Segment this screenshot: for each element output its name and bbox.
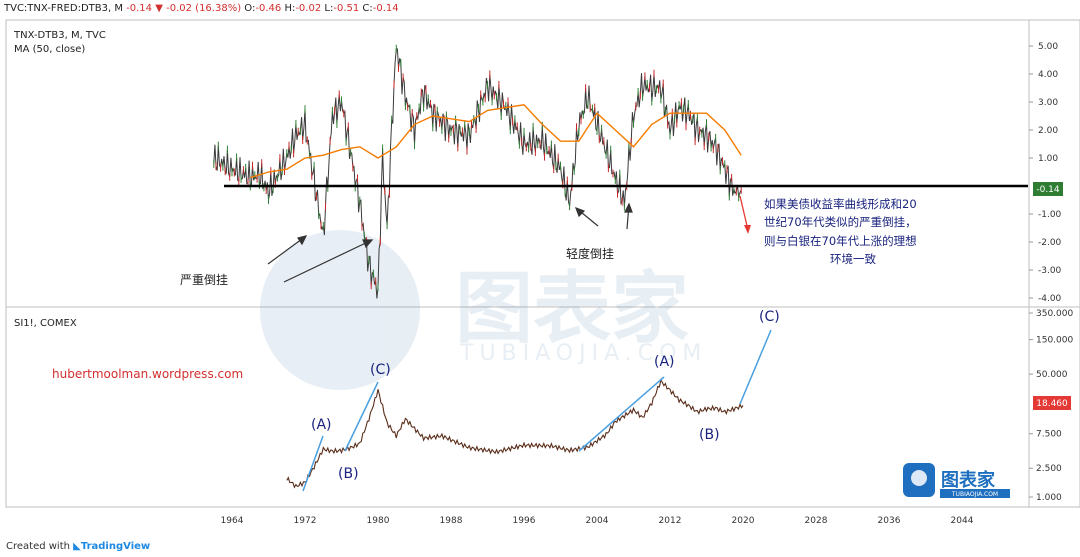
footer-brand[interactable]: TradingView <box>80 541 151 552</box>
bottom-y-tick-label: 7.500 <box>1036 430 1062 440</box>
bottom-chart-title: SI1!, COMEX <box>14 318 77 329</box>
severe-inversion-arrows <box>267 235 374 283</box>
corner-logo-sub: TUBIAOJIA.COM <box>951 491 998 498</box>
wave-label-c2: (C) <box>759 309 780 325</box>
top-last-value-label: -0.14 <box>1036 185 1060 195</box>
mild-inversion-arrows <box>574 202 633 230</box>
chart-header: TVC:TNX-FRED:DTB3, M -0.14 ▼ -0.02 (16.3… <box>0 0 1080 18</box>
x-tick-label: 1988 <box>440 516 463 526</box>
wave-label-b2: (B) <box>699 427 720 443</box>
watermark-sub: TUBIAOJIA.COM <box>459 341 707 366</box>
note-line-2: 世纪70年代类似的严重倒挂， <box>764 215 917 229</box>
x-tick-label: 2028 <box>805 516 828 526</box>
mild-inversion-label: 轻度倒挂 <box>566 246 614 261</box>
bottom-y-tick-label: 150.000 <box>1036 336 1073 346</box>
wave-label-c1: (C) <box>370 362 391 378</box>
top-y-tick-label: 1.00 <box>1038 154 1058 164</box>
x-tick-label: 1996 <box>513 516 536 526</box>
open-value: -0.46 <box>255 3 282 14</box>
source-label: hubertmoolman.wordpress.com <box>52 367 243 381</box>
wave-line-a2 <box>578 376 665 452</box>
top-y-tick-label: -4.00 <box>1038 294 1062 304</box>
x-tick-label: 2004 <box>586 516 609 526</box>
bottom-price-series <box>286 378 744 489</box>
top-ma-series <box>250 104 742 179</box>
top-panel-frame <box>5 19 1030 308</box>
top-chart-title: TNX-DTB3, M, TVC <box>13 30 106 41</box>
top-y-tick-label: 5.00 <box>1038 42 1058 52</box>
high-label: H: <box>284 3 296 14</box>
wave-labels: (A) (B) (C) (A) (B) (C) <box>311 309 780 482</box>
close-value: -0.14 <box>372 3 399 14</box>
bottom-last-value-label: 18.460 <box>1036 399 1068 409</box>
ma-line <box>250 104 742 179</box>
x-tick-label: 2020 <box>732 516 755 526</box>
x-tick-label: 1972 <box>294 516 317 526</box>
silver-price-line <box>286 378 744 489</box>
x-tick-label: 2036 <box>878 516 901 526</box>
change-detail: -0.02 (16.38%) <box>166 3 242 14</box>
wave-lines <box>302 329 772 492</box>
top-y-tick-label: 3.00 <box>1038 98 1058 108</box>
watermark: 图表家 TUBIAOJIA.COM <box>260 230 707 390</box>
watermark-text: 图表家 <box>455 264 689 354</box>
projection-arrow <box>739 195 751 234</box>
top-y-ticks: 5.00 4.00 3.00 2.00 1.00 -1.00 -2.00 -3.00 -4.00 <box>1029 42 1062 304</box>
x-tick-label: 1964 <box>221 516 244 526</box>
footer-created-with: Created with <box>6 541 70 552</box>
top-price-line <box>213 48 742 299</box>
wave-label-a1: (A) <box>311 417 332 433</box>
note-line-3: 则与白银在70年代上涨的理想 <box>764 234 917 248</box>
close-label: C: <box>362 3 373 14</box>
bottom-y-tick-label: 1.000 <box>1036 493 1062 503</box>
bottom-y-tick-label: 350.000 <box>1036 309 1073 319</box>
top-y-tick-label: 2.00 <box>1038 126 1058 136</box>
symbol-label: TVC:TNX-FRED:DTB3, M <box>4 3 123 14</box>
bottom-y-tick-label: 2.500 <box>1036 464 1062 474</box>
low-label: L: <box>324 3 334 14</box>
top-last-value-tag <box>1033 182 1063 196</box>
corner-logo: 图表家 TUBIAOJIA.COM <box>903 463 1010 498</box>
top-y-tick-label: 4.00 <box>1038 70 1058 80</box>
change-arrow-icon: ▼ <box>155 3 163 14</box>
open-label: O: <box>244 3 256 14</box>
tradingview-logo-icon: ◣ <box>73 541 81 552</box>
top-y-tick-label: -1.00 <box>1038 210 1062 220</box>
x-tick-label: 1980 <box>367 516 390 526</box>
wave-label-a2: (A) <box>654 354 675 370</box>
x-axis: 1964 1972 1980 1988 1996 2004 2012 2020 2028 2036… <box>6 506 1029 526</box>
wave-line-c2 <box>739 329 772 405</box>
footer: Created with ◣TradingView <box>0 536 1080 557</box>
y-axis-strip-top <box>1028 19 1080 308</box>
wave-label-b1: (B) <box>338 466 359 482</box>
wave-line-c1 <box>344 381 379 452</box>
x-tick-label: 2012 <box>659 516 682 526</box>
bottom-last-value-tag <box>1033 396 1071 410</box>
bottom-panel-frame <box>5 306 1030 508</box>
top-y-tick-label: -3.00 <box>1038 266 1062 276</box>
note-block: 如果美债收益率曲线形成和20 世纪70年代类似的严重倒挂， 则与白银在70年代上… <box>764 197 917 266</box>
corner-logo-text: 图表家 <box>941 469 996 491</box>
bottom-y-ticks: 350.000 150.000 50.000 7.500 2.500 1.000 <box>1029 309 1073 503</box>
watermark-logo-icon <box>260 230 420 390</box>
top-indicator-label: MA (50, close) <box>14 44 85 55</box>
note-line-4: 环境一致 <box>830 252 876 266</box>
top-y-tick-label: -2.00 <box>1038 238 1062 248</box>
high-value: -0.02 <box>295 3 322 14</box>
top-price-series <box>213 44 742 299</box>
change-value: -0.14 <box>126 3 153 14</box>
severe-inversion-label: 严重倒挂 <box>180 273 228 287</box>
x-tick-label: 2044 <box>951 516 974 526</box>
note-line-1: 如果美债收益率曲线形成和20 <box>764 197 917 211</box>
bottom-y-tick-label: 50.000 <box>1036 370 1068 380</box>
wave-line-a1 <box>302 435 324 492</box>
low-value: -0.51 <box>333 3 360 14</box>
